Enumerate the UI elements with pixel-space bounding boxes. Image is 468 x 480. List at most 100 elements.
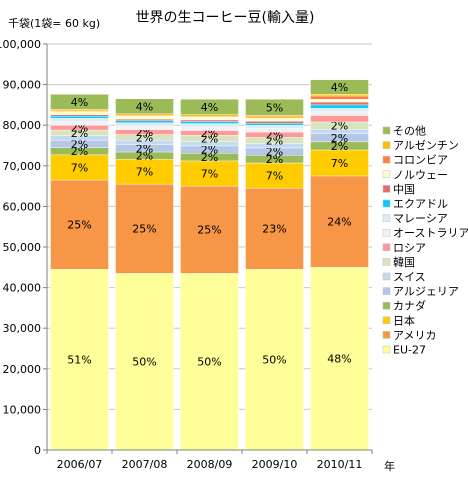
bar-segment <box>115 116 174 120</box>
legend-label: 日本 <box>393 313 415 327</box>
bar-segment <box>245 269 304 451</box>
bar-data-label: 25% <box>67 219 91 232</box>
x-tick-label: 2007/08 <box>122 458 168 471</box>
legend-swatch <box>382 185 391 193</box>
axis-layer: 0 10,000 20,000 30,000 40,000 50,000 60,000 70,… <box>0 38 373 471</box>
bar-data-label: 24% <box>327 216 351 229</box>
bar-segment <box>310 79 369 95</box>
bar-segment <box>310 95 369 100</box>
bar-segment <box>245 124 304 129</box>
legend-swatch <box>382 170 391 179</box>
bar-data-label: 25% <box>197 224 221 237</box>
legend-swatch <box>382 141 391 149</box>
x-tick-label: 2006/07 <box>57 458 103 471</box>
bar-segment <box>245 122 304 126</box>
bar-segment <box>310 149 369 177</box>
y-tick-label: 30,000 <box>3 322 42 335</box>
bar-segment <box>115 122 174 127</box>
bar-data-label: 25% <box>132 223 156 236</box>
bar-segment <box>310 115 369 123</box>
bar-segment <box>245 162 304 189</box>
legend-swatch <box>382 155 391 164</box>
x-axis-unit-label: 年 <box>384 459 395 473</box>
bar-segment <box>310 94 369 97</box>
legend-swatch <box>382 272 391 281</box>
y-tick-label: 50,000 <box>3 241 42 254</box>
bar-data-label: 7% <box>136 166 153 179</box>
legend-swatch <box>382 228 391 237</box>
bar-data-label: 48% <box>327 353 351 366</box>
bar-segment <box>310 175 369 268</box>
legend-label: 韓国 <box>393 256 415 269</box>
bar-segment <box>180 99 239 115</box>
legend-label: アルゼンチン <box>393 139 459 152</box>
bar-data-label: 5% <box>266 101 283 114</box>
bar-data-label: 50% <box>197 356 221 369</box>
bar-data-label: 2% <box>71 145 88 158</box>
legend-label: EU-27 <box>393 344 426 357</box>
bar-data-label: 2% <box>331 120 348 133</box>
y-tick-label: 80,000 <box>3 119 42 132</box>
legend: その他アルゼンチンコロンビアノルウェー中国エクアドルマレーシアオーストラリアロシ… <box>382 125 468 357</box>
legend-swatch <box>382 316 391 325</box>
legend-label: コロンビア <box>393 154 448 167</box>
y-axis-unit-label: 千袋(1袋= 60 kg) <box>8 16 100 30</box>
bar-segment <box>50 118 109 122</box>
bar-segment <box>310 104 369 109</box>
bar-data-label: 4% <box>71 96 88 109</box>
bar-segment <box>245 128 304 133</box>
y-tick-label: 20,000 <box>3 363 42 376</box>
y-tick-label: 0 <box>34 444 41 457</box>
legend-swatch <box>382 258 391 266</box>
bar-segment <box>180 123 239 128</box>
legend-label: アルジェリア <box>393 285 459 298</box>
bar-segment <box>50 154 109 181</box>
bar-segment <box>50 114 109 117</box>
bar-data-label: 2% <box>331 132 348 145</box>
y-tick-label: 40,000 <box>3 282 42 295</box>
bar-segment <box>180 121 239 124</box>
bar-data-label: 2% <box>331 140 348 153</box>
bar-data-label: 4% <box>136 100 153 113</box>
bar-data-label: 7% <box>71 161 88 174</box>
bar-segment <box>50 109 109 112</box>
bar-segment <box>245 118 304 122</box>
bar-data-label: 2% <box>201 151 218 164</box>
legend-swatch <box>382 126 391 135</box>
bar-data-label: 2% <box>71 138 88 151</box>
bar-segment <box>50 179 109 270</box>
legend-label: マレーシア <box>393 212 448 225</box>
x-tick-label: 2009/10 <box>252 458 298 471</box>
legend-label: その他 <box>393 125 426 138</box>
bar-segment <box>115 118 174 121</box>
bar-segment <box>180 273 239 451</box>
bar-data-label: 2% <box>136 150 153 163</box>
bar-segment <box>180 185 239 274</box>
legend-swatch <box>382 331 391 339</box>
bar-data-label: 50% <box>262 354 286 367</box>
y-tick-label: 70,000 <box>3 160 42 173</box>
bar-data-label: 2% <box>201 132 218 145</box>
legend-label: カナダ <box>393 299 426 313</box>
bar-data-label: 4% <box>331 81 348 94</box>
bar-segment <box>245 187 304 270</box>
bar-segment <box>180 126 239 131</box>
legend-label: オーストラリア <box>393 227 468 240</box>
legend-swatch <box>382 301 391 310</box>
bar-segment <box>245 115 304 118</box>
bar-segment <box>50 94 109 110</box>
legend-swatch <box>382 214 391 222</box>
bar-data-label: 7% <box>266 170 283 183</box>
chart-title: 世界の生コーヒー豆(輸入量) <box>136 10 315 26</box>
bar-segment <box>115 113 174 116</box>
bar-data-label: 4% <box>201 101 218 114</box>
bar-segment <box>245 99 304 116</box>
bar-segment <box>50 111 109 115</box>
legend-swatch <box>382 345 391 354</box>
bar-data-label: 2% <box>266 146 283 159</box>
legend-label: アメリカ <box>393 329 436 342</box>
x-tick-label: 2008/09 <box>187 458 233 471</box>
legend-label: スイス <box>393 271 426 284</box>
